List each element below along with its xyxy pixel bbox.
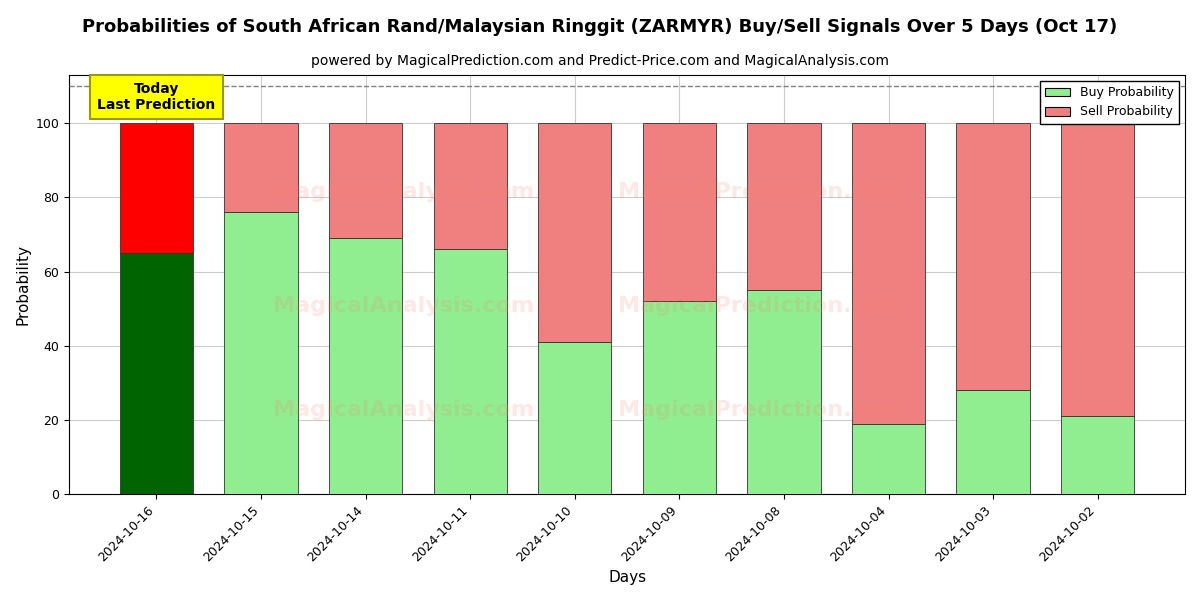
X-axis label: Days: Days (608, 570, 646, 585)
Text: MagicalAnalysis.com: MagicalAnalysis.com (274, 400, 534, 421)
Bar (956, 123, 1030, 391)
Bar (1061, 123, 1134, 416)
Bar (852, 424, 925, 494)
Text: powered by MagicalPrediction.com and Predict-Price.com and MagicalAnalysis.com: powered by MagicalPrediction.com and Pre… (311, 54, 889, 68)
Bar (329, 123, 402, 238)
Bar (748, 290, 821, 494)
Text: MagicalAnalysis.com: MagicalAnalysis.com (274, 182, 534, 202)
Y-axis label: Probability: Probability (16, 244, 30, 325)
Legend: Buy Probability, Sell Probability: Buy Probability, Sell Probability (1040, 81, 1178, 124)
Bar (538, 123, 611, 342)
Bar (643, 301, 716, 494)
Text: MagicalPrediction.com: MagicalPrediction.com (618, 400, 904, 421)
Text: Today
Last Prediction: Today Last Prediction (97, 82, 216, 112)
Bar (433, 250, 506, 494)
Bar (956, 391, 1030, 494)
Text: MagicalPrediction.com: MagicalPrediction.com (618, 182, 904, 202)
Bar (1061, 416, 1134, 494)
Bar (329, 238, 402, 494)
Bar (433, 123, 506, 250)
Bar (748, 123, 821, 290)
Text: MagicalAnalysis.com: MagicalAnalysis.com (274, 296, 534, 316)
Bar (852, 123, 925, 424)
Bar (643, 123, 716, 301)
Bar (538, 342, 611, 494)
Bar (224, 212, 298, 494)
Text: Probabilities of South African Rand/Malaysian Ringgit (ZARMYR) Buy/Sell Signals : Probabilities of South African Rand/Mala… (83, 18, 1117, 36)
Bar (120, 253, 193, 494)
Text: MagicalPrediction.com: MagicalPrediction.com (618, 296, 904, 316)
Bar (120, 123, 193, 253)
Bar (224, 123, 298, 212)
